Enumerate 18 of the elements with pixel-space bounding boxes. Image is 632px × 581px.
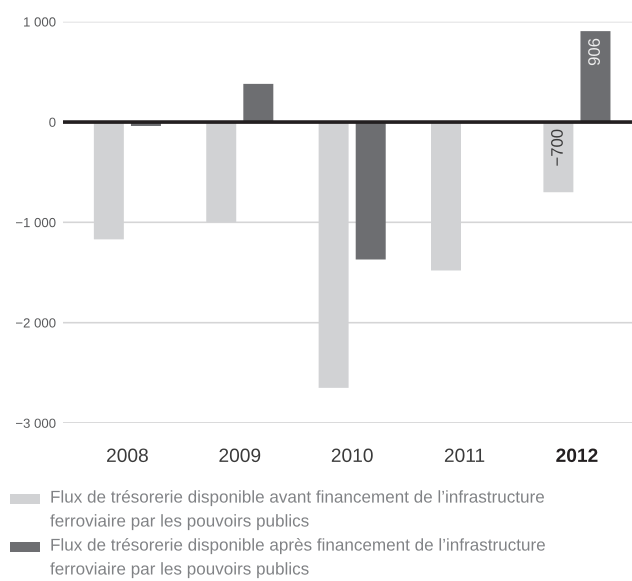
y-tick-label: 0 [49,118,56,127]
bar [543,122,574,192]
x-tick-label: 2011 [444,448,484,462]
y-tick-label: 1 000 [24,17,56,27]
data-label: −700 [551,130,563,166]
bar [243,84,274,122]
x-tick-label: 2010 [332,448,373,462]
x-tick-label: 2009 [219,448,260,462]
y-tick-label: −3 000 [16,418,56,428]
data-label: 906 [588,38,600,66]
legend-label: Flux de trésorerie disponible avant financement de l’infrastructure ferroviaire par les pouvoirs publics [50,490,544,530]
y-tick-label: −1 000 [16,218,56,228]
bar [356,122,386,260]
y-tick-label: −2 000 [16,318,56,328]
legend-label: Flux de trésorerie disponible après financement de l’infrastructure ferroviaire par les pouvoirs publics [50,538,545,578]
x-tick-label: 2012 [556,448,598,462]
x-tick-label: 2008 [107,448,148,462]
bar [580,31,610,122]
